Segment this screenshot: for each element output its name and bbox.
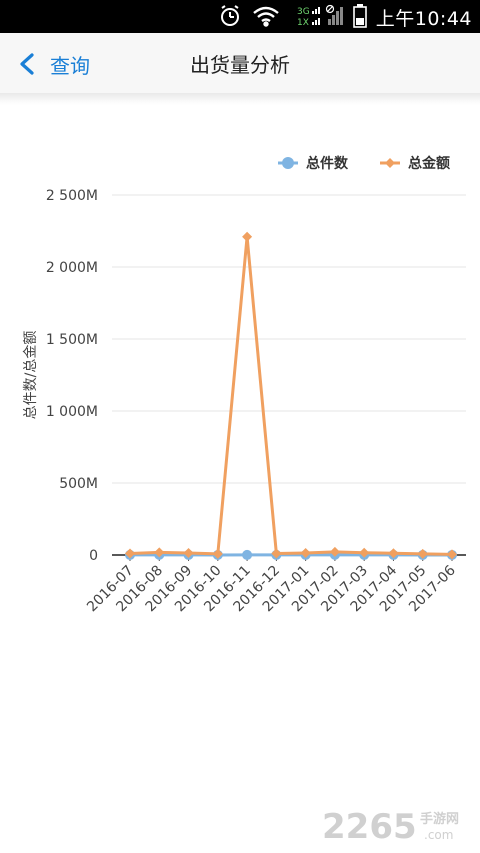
data-point-series-2 [154, 547, 165, 558]
battery-icon [353, 4, 367, 28]
status-icons: 3G 1X [221, 4, 367, 28]
chevron-left-icon [20, 53, 34, 75]
legend-label-1: 总件数 [306, 155, 349, 172]
status-time: 上午10:44 [375, 8, 472, 30]
watermark-suffix: 手游网 [420, 811, 459, 827]
watermark-domain: .com [424, 828, 453, 842]
data-point-series-2 [417, 548, 428, 559]
data-point-series-2 [388, 548, 399, 559]
data-point-series-2 [329, 546, 340, 557]
series-line-2 [129, 235, 453, 556]
data-point-series-2 [300, 547, 311, 558]
y-tick-label: 2 000M [46, 260, 98, 276]
back-button[interactable]: 查询 [18, 47, 90, 81]
data-point-series-2 [447, 549, 457, 560]
data-point-series-2 [242, 231, 253, 242]
data-point-series-1 [242, 549, 253, 560]
legend-marker [385, 158, 395, 168]
y-tick-label: 500M [59, 476, 98, 492]
page-title: 出货量分析 [190, 53, 290, 77]
signal-off-icon [325, 4, 343, 25]
y-tick-label: 1 500M [46, 332, 98, 348]
data-point-series-2 [125, 548, 135, 559]
status-bar: 3G 1X 上午10:44 [0, 0, 480, 33]
data-point-series-2 [183, 547, 194, 558]
y-tick-label: 2 500M [46, 188, 98, 204]
y-tick-label: 1 000M [46, 404, 98, 420]
shipment-chart: 0 500M 1 000M 1 500M 2 000M 2 500M 2016-07 2016… [0, 105, 480, 665]
network-1x-label: 1X [297, 18, 309, 28]
legend-label-2: 总金额 [408, 155, 450, 172]
header-divider [0, 93, 480, 105]
data-point-series-2 [212, 548, 223, 559]
y-axis-label: 总件数/总金额 [23, 331, 39, 420]
legend-marker [282, 157, 294, 169]
site-watermark: 2265 手游网 .com [322, 807, 459, 845]
wifi-icon [253, 6, 279, 27]
data-point-series-2 [271, 548, 282, 559]
data-point-series-2 [359, 547, 370, 558]
watermark-brand: 2265 [322, 807, 417, 845]
alarm-icon [221, 5, 239, 26]
back-button-label: 查询 [50, 53, 90, 78]
network-3g-label: 3G [297, 7, 310, 17]
y-tick-label: 0 [89, 548, 98, 564]
app-header: 查询 出货量分析 [0, 33, 480, 93]
signal-icon [312, 7, 320, 25]
